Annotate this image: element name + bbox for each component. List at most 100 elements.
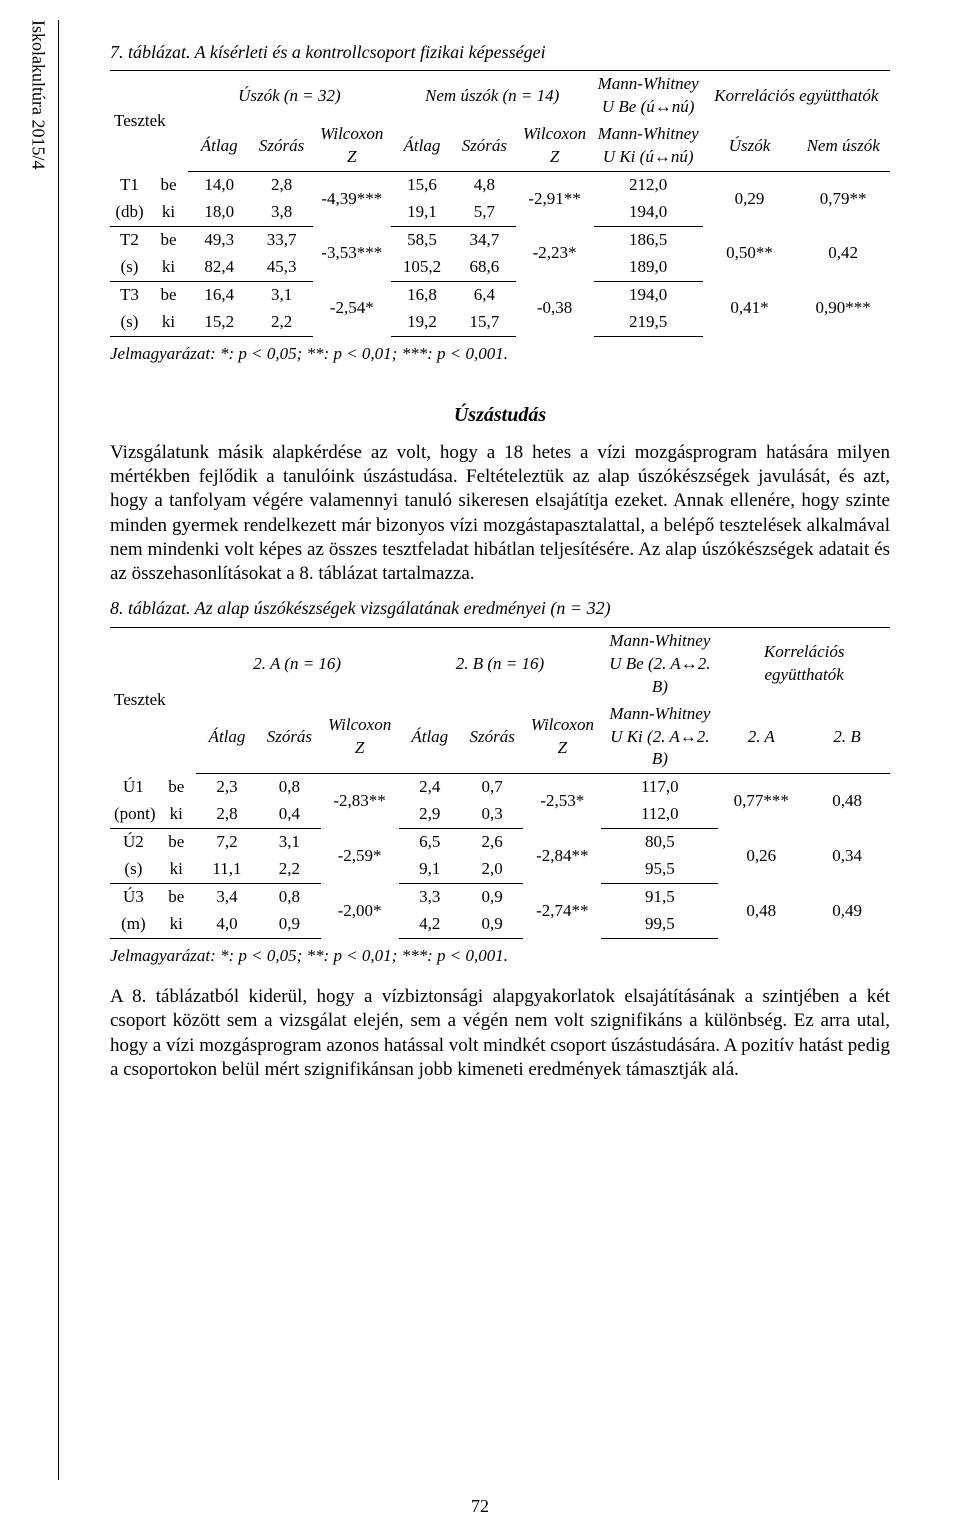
th-korrel: Korrelációs együtthatók: [703, 71, 890, 121]
cell: 0,9: [461, 884, 523, 911]
cell: 0,90***: [796, 281, 890, 336]
cell: -4,39***: [313, 172, 391, 227]
th-uszok: Úszók: [703, 121, 797, 171]
cell: -2,53*: [523, 774, 601, 829]
th-col-a: 2. A: [718, 701, 804, 774]
th-mw-be: Mann-Whitney U Be (ú↔nú): [594, 71, 703, 121]
u3-name: Ú3: [110, 884, 157, 911]
cell: 0,41*: [703, 281, 797, 336]
cell: 3,4: [196, 884, 258, 911]
cell: -2,54*: [313, 281, 391, 336]
cell: 2,2: [250, 309, 312, 336]
cell: 7,2: [196, 829, 258, 856]
th-szoras: Szórás: [453, 121, 515, 171]
cell: 68,6: [453, 254, 515, 281]
cell: -2,74**: [523, 884, 601, 939]
th-group-b: 2. B (n = 16): [399, 627, 602, 700]
cell: 2,4: [399, 774, 461, 801]
u3-be: be: [157, 884, 196, 911]
th-mw-ki: Mann-Whitney U Ki (2. A↔2. B): [601, 701, 718, 774]
cell: 4,0: [196, 911, 258, 938]
cell: 0,4: [258, 801, 320, 828]
cell: 4,2: [399, 911, 461, 938]
table7-caption: 7. táblázat. A kísérleti és a kontrollcs…: [110, 40, 890, 64]
cell: 0,8: [258, 884, 320, 911]
cell: 3,3: [399, 884, 461, 911]
th-wilz: Wilcoxon Z: [313, 121, 391, 171]
th-wilz: Wilcoxon Z: [321, 701, 399, 774]
cell: 3,8: [250, 199, 312, 226]
cell: 19,2: [391, 309, 453, 336]
cell: 0,34: [804, 829, 890, 884]
cell: 3,1: [250, 281, 312, 308]
th-atlag: Átlag: [188, 121, 250, 171]
t3-ki: ki: [149, 309, 188, 336]
cell: 105,2: [391, 254, 453, 281]
table7-legend: Jelmagyarázat: *: p < 0,05; **: p < 0,01…: [110, 343, 890, 366]
cell: 0,26: [718, 829, 804, 884]
cell: 0,29: [703, 172, 797, 227]
u2-ki: ki: [157, 856, 196, 883]
cell: 15,7: [453, 309, 515, 336]
t3-unit: (s): [110, 309, 149, 336]
th-tesztek: Tesztek: [110, 627, 196, 774]
th-wilz: Wilcoxon Z: [516, 121, 594, 171]
cell: 80,5: [601, 829, 718, 856]
cell: 15,2: [188, 309, 250, 336]
cell: -2,83**: [321, 774, 399, 829]
cell: 9,1: [399, 856, 461, 883]
th-group-a: Úszók (n = 32): [188, 71, 391, 121]
cell: 2,2: [258, 856, 320, 883]
cell: 16,4: [188, 281, 250, 308]
cell: 0,9: [258, 911, 320, 938]
u1-name: Ú1: [110, 774, 157, 801]
cell: 58,5: [391, 226, 453, 253]
th-group-a: 2. A (n = 16): [196, 627, 399, 700]
u2-unit: (s): [110, 856, 157, 883]
cell: 3,1: [258, 829, 320, 856]
t2-unit: (s): [110, 254, 149, 281]
body-paragraph: Vizsgálatunk másik alapkérdése az volt, …: [110, 441, 890, 587]
cell: 2,3: [196, 774, 258, 801]
cell: 5,7: [453, 199, 515, 226]
t2-ki: ki: [149, 254, 188, 281]
page-number: 72: [0, 1494, 960, 1518]
cell: 11,1: [196, 856, 258, 883]
t3-name: T3: [110, 281, 149, 308]
u2-name: Ú2: [110, 829, 157, 856]
cell: 19,1: [391, 199, 453, 226]
cell: 186,5: [594, 226, 703, 253]
cell: 194,0: [594, 199, 703, 226]
cell: 95,5: [601, 856, 718, 883]
th-atlag: Átlag: [196, 701, 258, 774]
cell: -2,84**: [523, 829, 601, 884]
t2-be: be: [149, 226, 188, 253]
cell: 6,4: [453, 281, 515, 308]
closing-paragraph: A 8. táblázatból kiderül, hogy a vízbizt…: [110, 985, 890, 1082]
cell: 194,0: [594, 281, 703, 308]
cell: -0,38: [516, 281, 594, 336]
t2-name: T2: [110, 226, 149, 253]
cell: 16,8: [391, 281, 453, 308]
cell: 2,8: [196, 801, 258, 828]
th-nemuszok: Nem úszók: [796, 121, 890, 171]
cell: 212,0: [594, 172, 703, 199]
cell: 2,9: [399, 801, 461, 828]
table8: Tesztek 2. A (n = 16) 2. B (n = 16) Mann…: [110, 627, 890, 939]
section-title: Úszástudás: [110, 402, 890, 429]
th-wilz: Wilcoxon Z: [523, 701, 601, 774]
cell: 219,5: [594, 309, 703, 336]
u1-unit: (pont): [110, 801, 157, 828]
th-tesztek: Tesztek: [110, 71, 188, 172]
cell: 99,5: [601, 911, 718, 938]
cell: 0,79**: [796, 172, 890, 227]
page: Iskolakultúra 2015/4 7. táblázat. A kísé…: [0, 0, 960, 1534]
cell: 82,4: [188, 254, 250, 281]
cell: 49,3: [188, 226, 250, 253]
cell: 0,48: [804, 774, 890, 829]
u2-be: be: [157, 829, 196, 856]
cell: 91,5: [601, 884, 718, 911]
cell: 0,9: [461, 911, 523, 938]
th-szoras: Szórás: [258, 701, 320, 774]
cell: 0,8: [258, 774, 320, 801]
